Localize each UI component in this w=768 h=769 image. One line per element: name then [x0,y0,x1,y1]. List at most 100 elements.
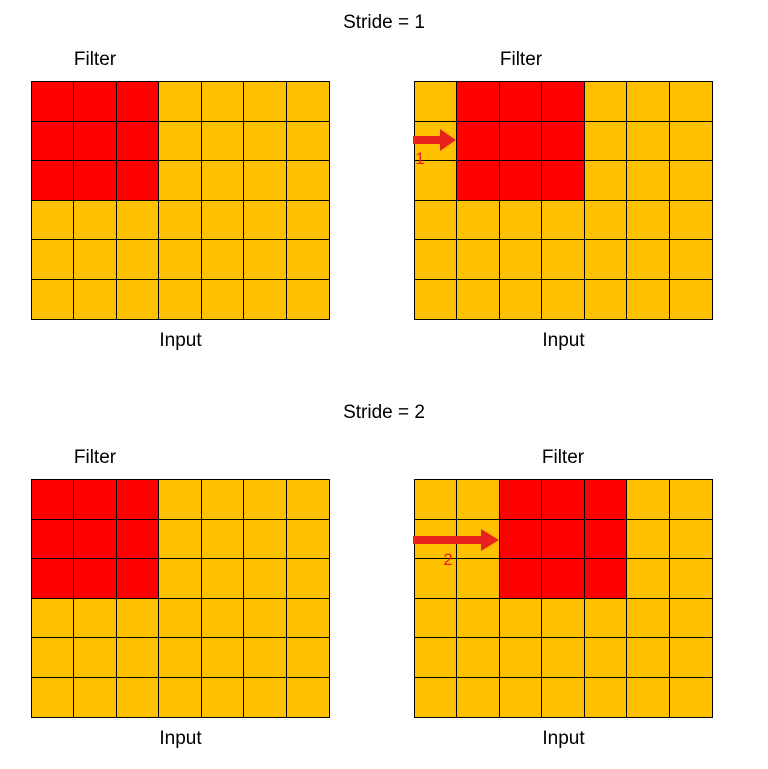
input-cell [201,638,245,678]
stride-arrow-label: 2 [443,550,453,569]
input-cell [584,638,628,678]
filter-cell [542,519,585,559]
input-cell [542,638,585,678]
filter-cell [32,519,75,559]
input-cell [116,279,160,319]
filter-cell [116,161,160,201]
input-cell [201,519,245,559]
filter-label: Filter [499,49,543,70]
filter-cell [32,161,75,201]
input-cell [116,677,160,717]
filter-cell [584,519,628,559]
input-cell [627,638,670,678]
input-cell [244,240,287,280]
input-cell [201,279,245,319]
input-cell [415,82,458,122]
input-cell [159,598,202,638]
input-cell [244,161,287,201]
input-cell [201,82,245,122]
filter-cell [542,559,585,599]
input-cell [32,279,75,319]
input-cell [32,677,75,717]
filter-cell [116,519,160,559]
filter-cell [499,161,543,201]
input-cell [627,519,670,559]
filter-cell [74,121,117,161]
input-cell [159,279,202,319]
section-title-stride-1: Stride = 1 [343,12,425,33]
input-cell [627,279,670,319]
input-cell [627,121,670,161]
input-cell [542,279,585,319]
input-cell [669,677,712,717]
input-cell [74,677,117,717]
input-cell [499,200,543,240]
filter-cell [74,161,117,201]
filter-cell [116,559,160,599]
stride-arrow-icon [413,129,456,151]
input-cell [159,677,202,717]
filter-cell [457,121,500,161]
filter-cell [584,480,628,520]
filter-cell [542,161,585,201]
input-cell [159,240,202,280]
filter-cell [116,121,160,161]
input-cell [201,598,245,638]
input-cell [159,638,202,678]
input-cell [627,559,670,599]
filter-cell [584,559,628,599]
input-cell [32,200,75,240]
input-cell [499,638,543,678]
input-cell [159,200,202,240]
input-grid [414,81,713,320]
filter-cell [499,121,543,161]
input-cell [286,200,329,240]
filter-cell [499,559,543,599]
input-cell [116,240,160,280]
input-cell [244,279,287,319]
filter-cell [499,82,543,122]
input-label: Input [542,728,585,749]
input-cell [457,240,500,280]
input-cell [244,638,287,678]
input-cell [584,598,628,638]
input-cell [244,121,287,161]
filter-cell [116,82,160,122]
filter-cell [74,480,117,520]
input-cell [32,240,75,280]
input-cell [627,200,670,240]
input-cell [457,677,500,717]
input-cell [286,519,329,559]
filter-cell [457,161,500,201]
input-cell [669,161,712,201]
input-cell [584,279,628,319]
input-cell [584,677,628,717]
input-cell [74,240,117,280]
input-cell [669,598,712,638]
input-cell [669,200,712,240]
input-cell [286,82,329,122]
input-cell [627,82,670,122]
input-cell [457,279,500,319]
input-cell [584,161,628,201]
input-cell [201,677,245,717]
input-cell [159,161,202,201]
input-cell [286,161,329,201]
input-label: Input [159,330,202,351]
input-cell [669,638,712,678]
input-cell [542,200,585,240]
input-cell [457,559,500,599]
input-cell [457,480,500,520]
input-cell [201,559,245,599]
input-cell [244,598,287,638]
input-cell [286,121,329,161]
input-cell [159,121,202,161]
input-cell [32,598,75,638]
stride-arrow-icon [413,529,499,551]
input-cell [542,240,585,280]
input-cell [499,279,543,319]
input-cell [286,638,329,678]
input-cell [201,121,245,161]
filter-cell [74,519,117,559]
